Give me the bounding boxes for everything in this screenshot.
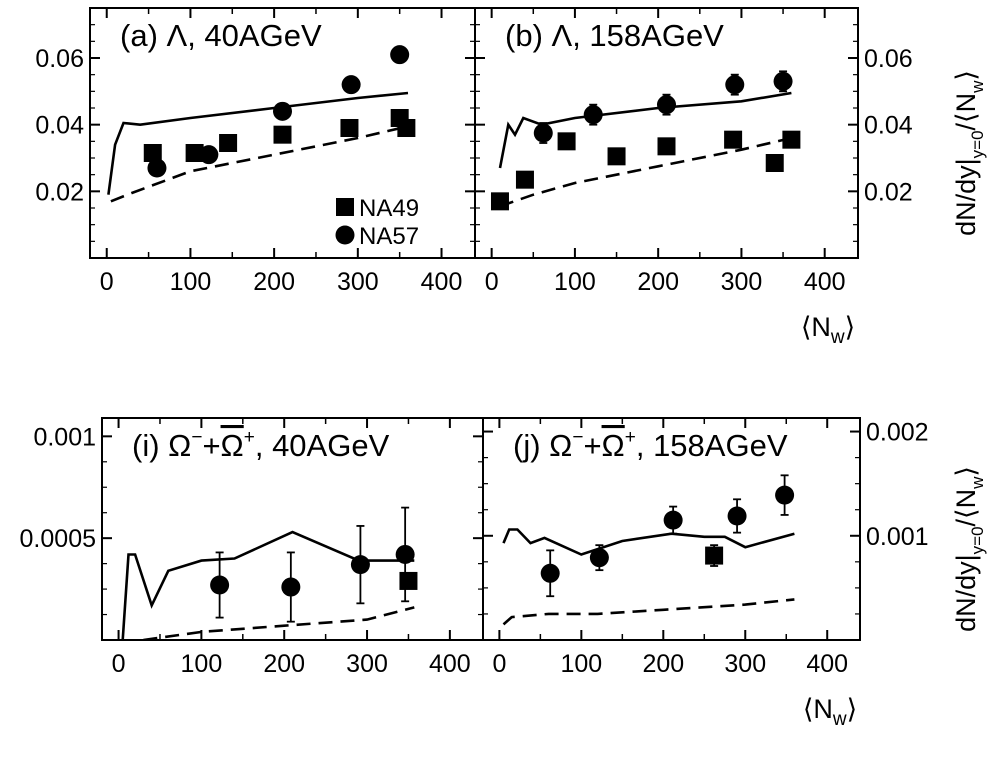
- x-tick-label: 300: [724, 650, 766, 678]
- legend-label: NA57: [359, 223, 419, 250]
- na49-point: [657, 137, 676, 156]
- x-tick-label: 200: [253, 268, 295, 296]
- na57-point: [273, 101, 292, 121]
- na49-point: [399, 571, 418, 590]
- x-tick-label: 0: [485, 268, 499, 296]
- y-tick-label: 0.02: [35, 178, 84, 206]
- y-axis-title: dN/dy|y=0/⟨Nw⟩: [951, 466, 987, 632]
- model-curve-dashed: [499, 136, 792, 208]
- y-tick-label: 0.0005: [20, 525, 96, 553]
- na57-point: [210, 575, 230, 595]
- legend-label: NA49: [359, 195, 419, 222]
- x-tick-label: 400: [421, 268, 463, 296]
- na49-point: [185, 144, 204, 162]
- x-tick-label: 200: [263, 650, 305, 678]
- y-tick-label: 0.002: [866, 419, 929, 447]
- y-tick-label: 0.001: [33, 423, 96, 451]
- na57-point: [281, 577, 301, 597]
- x-tick-label: 400: [804, 268, 846, 296]
- model-curve-solid: [121, 530, 415, 640]
- x-tick-label: 300: [721, 268, 763, 296]
- model-curve-dashed: [502, 598, 795, 626]
- na49-point: [607, 147, 626, 166]
- x-tick-label: 100: [181, 650, 223, 678]
- na57-point: [533, 123, 553, 143]
- legend-marker-na57: [335, 225, 355, 245]
- na49-point: [782, 130, 801, 149]
- x-axis-title: ⟨Nw⟩: [803, 694, 857, 730]
- y-tick-label: 0.04: [864, 112, 913, 140]
- legend-marker-na49: [336, 198, 354, 216]
- na49-point: [143, 144, 162, 162]
- y-axis-title: dN/dy|y=0/⟨Nw⟩: [951, 70, 987, 236]
- na49-point: [490, 192, 509, 211]
- y-tick-label: 0.001: [866, 523, 929, 551]
- x-tick-label: 100: [170, 268, 212, 296]
- x-tick-label: 200: [642, 650, 684, 678]
- model-curve-dashed: [110, 125, 409, 203]
- panel-3: 0 100 200 300 400 0.0005 0.001 (i) Ω−+Ω+, 40AGe…: [20, 417, 484, 678]
- na57-point: [727, 506, 747, 526]
- x-tick-label: 0: [100, 268, 114, 296]
- x-tick-label: 400: [429, 650, 471, 678]
- x-axis-title: ⟨Nw⟩: [801, 312, 855, 348]
- na49-point: [765, 154, 784, 172]
- na57-point: [725, 75, 745, 95]
- axis-titles: ⟨Nw⟩ dN/dy|y=0/⟨Nw⟩ ⟨Nw⟩ dN/dy|y=0/⟨Nw⟩: [801, 70, 987, 730]
- panel-title: (i) Ω−+Ω+, 40AGeV: [132, 427, 390, 463]
- model-curve-solid: [107, 91, 409, 195]
- panel-title: (a) Λ, 40AGeV: [120, 18, 322, 53]
- na49-point: [705, 546, 724, 565]
- na49-point: [397, 119, 416, 137]
- panel-1: 0 100 200 300 400 0.02 0.04 0.06 (a) Λ, 40AGeV NA…: [35, 7, 476, 296]
- x-tick-label: 300: [337, 268, 379, 296]
- na49-point: [724, 130, 743, 149]
- na57-point: [773, 71, 793, 91]
- na57-point: [199, 145, 219, 165]
- na57-point: [395, 544, 415, 564]
- panel-4: 0 100 200 300 400 0.001 0.002 (j) Ω−+Ω+, 158AGe…: [482, 417, 929, 678]
- na57-point: [775, 485, 795, 505]
- x-tick-label: 400: [806, 650, 848, 678]
- panel-title: (b) Λ, 158AGeV: [505, 18, 724, 53]
- x-tick-label: 200: [637, 268, 679, 296]
- na49-point: [273, 125, 292, 144]
- na57-point: [147, 158, 167, 178]
- na57-point: [540, 563, 560, 583]
- na57-point: [341, 75, 361, 95]
- na57-point: [589, 548, 609, 568]
- x-tick-label: 0: [112, 650, 126, 678]
- na57-point: [390, 45, 410, 65]
- model-curve-dashed: [143, 606, 415, 640]
- y-tick-label: 0.06: [35, 45, 84, 73]
- panels: 0 100 200 300 400 0.02 0.04 0.06 (a) Λ, 40AGeV NA…: [20, 7, 929, 678]
- panel-2: 0 100 200 300 400 0.02 0.04 0.06 (b) Λ, 158AGeV: [474, 7, 913, 296]
- x-tick-label: 300: [346, 650, 388, 678]
- model-curve-solid: [498, 91, 792, 169]
- x-tick-label: 100: [554, 268, 596, 296]
- y-tick-label: 0.04: [35, 112, 84, 140]
- y-tick-label: 0.02: [864, 178, 913, 206]
- panel-title: (j) Ω−+Ω+, 158AGeV: [513, 427, 788, 463]
- x-tick-label: 100: [560, 650, 602, 678]
- na57-point: [663, 510, 683, 530]
- plot-frame: [474, 7, 859, 259]
- y-tick-label: 0.06: [864, 45, 913, 73]
- na49-point: [515, 170, 534, 189]
- na57-point: [657, 95, 676, 115]
- na49-point: [340, 119, 359, 137]
- plot-frame: [482, 417, 861, 641]
- model-curve-solid: [502, 528, 795, 556]
- na49-point: [557, 132, 576, 151]
- x-tick-label: 0: [492, 650, 506, 678]
- na49-point: [219, 134, 238, 152]
